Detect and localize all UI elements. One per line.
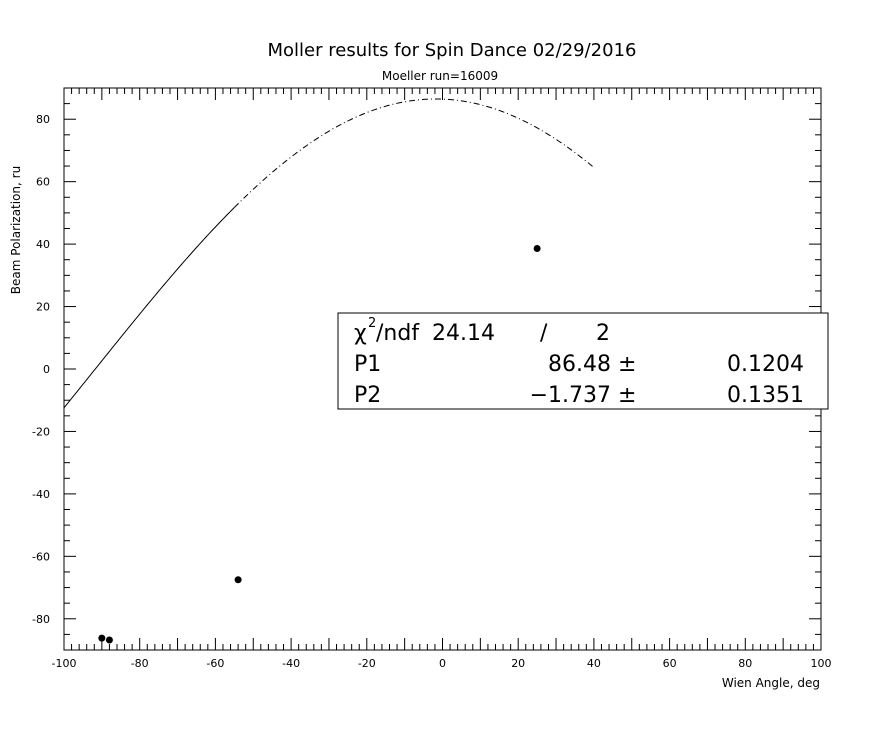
x-axis: -100 -80 -60 -40 -20 0 20 40 60 80 100 — [52, 88, 832, 670]
x-tick-label: -100 — [52, 657, 77, 670]
ndf-value: 2 — [596, 321, 610, 346]
x-tick-label: 40 — [587, 657, 601, 670]
y-axis-label: Beam Polarization, ru — [9, 166, 23, 294]
data-point — [98, 634, 106, 642]
y-tick-label: -20 — [32, 425, 50, 438]
x-tick-label: -40 — [282, 657, 300, 670]
chi2-superscript: 2 — [368, 316, 376, 331]
y-tick-label: 80 — [36, 113, 50, 126]
p2-name: P2 — [354, 383, 381, 408]
y-tick-label: 60 — [36, 176, 50, 189]
x-tick-label: 60 — [663, 657, 677, 670]
chi2-symbol: χ — [354, 321, 367, 346]
p1-error: 0.1204 — [727, 352, 804, 377]
p2-value: −1.737 — [530, 383, 611, 408]
x-tick-label: 0 — [439, 657, 446, 670]
y-tick-label: 0 — [43, 363, 50, 376]
x-axis-label: Wien Angle, deg — [722, 676, 820, 690]
data-point — [533, 244, 541, 252]
chi2-slash: / — [540, 321, 548, 346]
x-tick-label: -60 — [206, 657, 224, 670]
p2-error: 0.1351 — [727, 383, 804, 408]
chart-subtitle: Moeller run=16009 — [382, 69, 498, 83]
chi2-label: /ndf — [376, 321, 420, 346]
y-tick-label: -40 — [32, 488, 50, 501]
x-tick-label: 80 — [738, 657, 752, 670]
p1-value: 86.48 — [548, 352, 611, 377]
p1-plusminus: ± — [618, 352, 636, 377]
y-tick-label: -60 — [32, 550, 50, 563]
chart-title: Moller results for Spin Dance 02/29/2016 — [268, 40, 637, 61]
y-tick-label: 40 — [36, 238, 50, 251]
stats-box: χ 2 /ndf 24.14 / 2 P1 86.48 ± 0.1204 P2 … — [337, 312, 829, 410]
fit-curve-solid — [63, 207, 235, 409]
x-tick-label: 100 — [811, 657, 832, 670]
fit-curve-dashed — [233, 98, 595, 208]
x-tick-label: 20 — [511, 657, 525, 670]
y-tick-label: 20 — [36, 301, 50, 314]
y-axis: -80 -60 -40 -20 0 20 40 60 80 — [32, 87, 821, 651]
y-tick-label: -80 — [32, 613, 50, 626]
chi2-value: 24.14 — [432, 321, 495, 346]
data-points — [98, 244, 541, 644]
data-point — [105, 636, 113, 644]
x-tick-label: -20 — [358, 657, 376, 670]
data-point — [234, 576, 242, 584]
p2-plusminus: ± — [618, 383, 636, 408]
p1-name: P1 — [354, 352, 381, 377]
fit-curve — [63, 98, 595, 409]
x-tick-label: -80 — [131, 657, 149, 670]
